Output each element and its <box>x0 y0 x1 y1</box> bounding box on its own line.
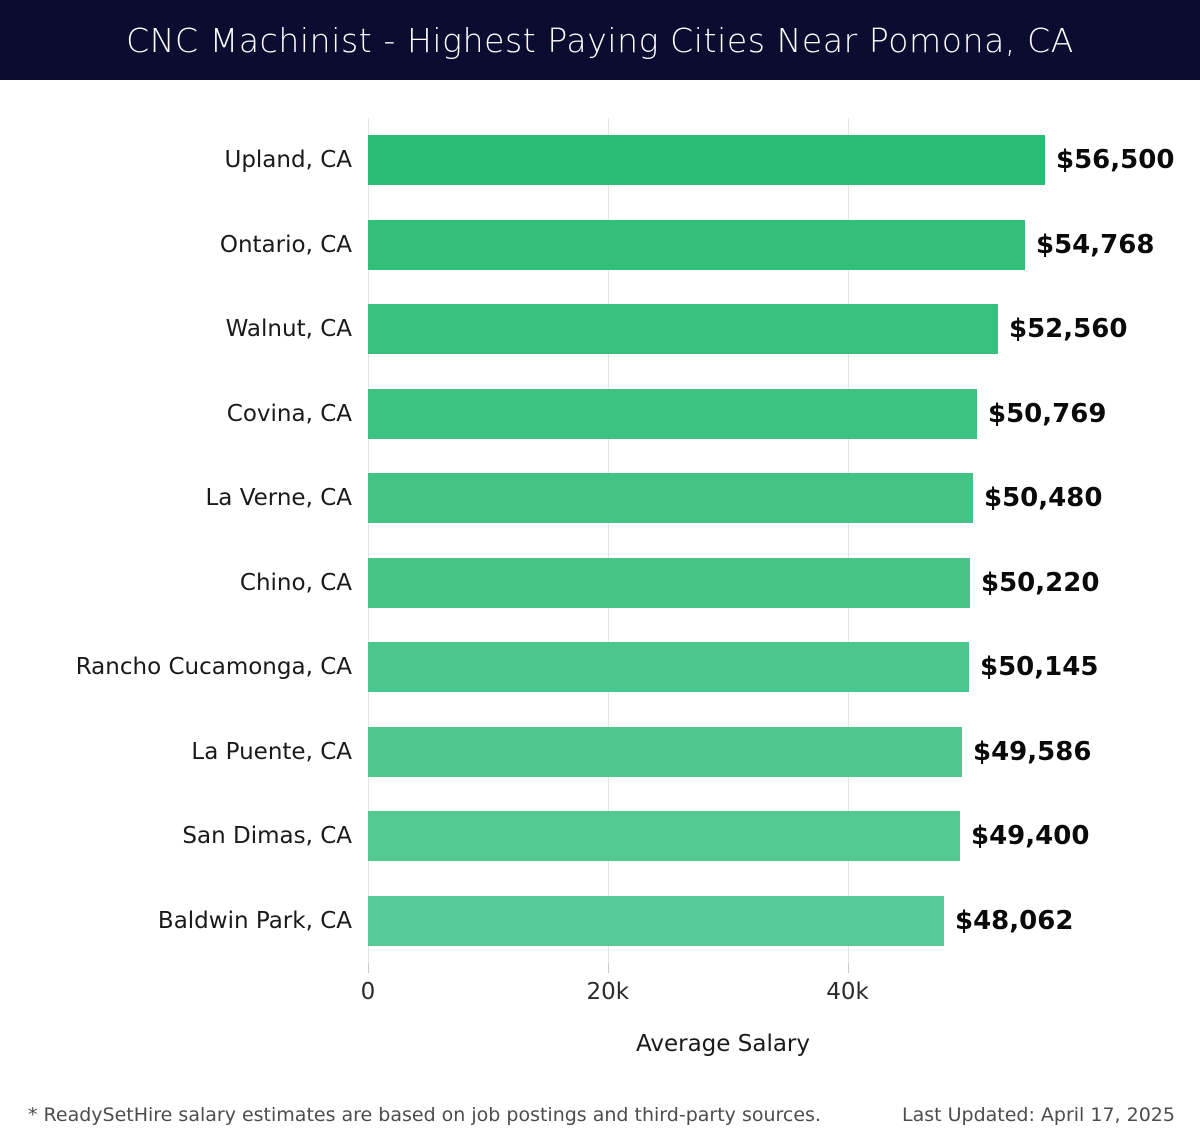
x-axis-tick-label: 40k <box>826 979 869 1005</box>
x-axis-tick-mark <box>847 963 849 973</box>
bar-value-label: $54,768 <box>1036 229 1155 260</box>
bar-label: Ontario, CA <box>219 231 352 258</box>
x-axis: 0 20k 40k <box>361 963 1078 1015</box>
bar-label: Rancho Cucamonga, CA <box>75 654 352 681</box>
bar-rows: Upland, CA $56,500 Ontario, CA $54,768 Walnu… <box>0 118 1200 963</box>
bar-label: San Dimas, CA <box>182 823 352 850</box>
bar-row: Ontario, CA $54,768 <box>0 203 1200 288</box>
bar <box>368 895 944 946</box>
x-axis-title: Average Salary <box>635 1031 810 1057</box>
bar-area: $49,586 <box>368 726 1200 777</box>
bar <box>368 219 1025 270</box>
bar-area: $49,400 <box>368 811 1200 862</box>
bar-label: La Puente, CA <box>191 738 352 765</box>
bar-label: La Verne, CA <box>205 485 352 512</box>
bar-value-label: $50,220 <box>981 567 1100 598</box>
bar-value-label: $49,586 <box>973 736 1092 767</box>
x-axis-tick-mark <box>607 963 609 973</box>
footer-note: * ReadySetHire salary estimates are base… <box>28 1104 821 1126</box>
bar <box>368 557 970 608</box>
bar <box>368 642 969 693</box>
bar-value-label: $50,145 <box>980 652 1099 683</box>
bar <box>368 811 960 862</box>
bar-label: Upland, CA <box>224 147 352 174</box>
bar <box>368 473 973 524</box>
bar-label: Baldwin Park, CA <box>157 907 352 934</box>
bar <box>368 726 962 777</box>
bar-area: $56,500 <box>368 135 1200 186</box>
x-axis-tick-label: 20k <box>586 979 630 1005</box>
footer: * ReadySetHire salary estimates are base… <box>0 1104 1200 1126</box>
bar-value-label: $50,769 <box>988 398 1107 429</box>
bar-row: Walnut, CA $52,560 <box>0 287 1200 372</box>
bar-row: La Puente, CA $49,586 <box>0 710 1200 795</box>
bar-row: La Verne, CA $50,480 <box>0 456 1200 541</box>
header-band: CNC Machinist - Highest Paying Cities Ne… <box>0 0 1200 80</box>
bar-area: $52,560 <box>368 304 1200 355</box>
bar-row: Chino, CA $50,220 <box>0 541 1200 626</box>
bar <box>368 304 998 355</box>
bar-row: San Dimas, CA $49,400 <box>0 794 1200 879</box>
bar-area: $48,062 <box>368 895 1200 946</box>
bar-row: Rancho Cucamonga, CA $50,145 <box>0 625 1200 710</box>
bar <box>368 135 1045 186</box>
bar-area: $50,769 <box>368 388 1200 439</box>
bar-area: $50,145 <box>368 642 1200 693</box>
bar-value-label: $52,560 <box>1009 314 1128 345</box>
x-axis-tick-mark <box>368 963 369 973</box>
bar-label: Covina, CA <box>226 400 352 427</box>
bar <box>368 388 977 439</box>
bar-value-label: $48,062 <box>955 905 1074 936</box>
bar-area: $50,220 <box>368 557 1200 608</box>
bar-chart: Upland, CA $56,500 Ontario, CA $54,768 Walnu… <box>0 118 1200 963</box>
bar-row: Upland, CA $56,500 <box>0 118 1200 203</box>
bar-area: $50,480 <box>368 473 1200 524</box>
bar-row: Baldwin Park, CA $48,062 <box>0 879 1200 964</box>
footer-last-updated: Last Updated: April 17, 2025 <box>901 1104 1175 1126</box>
bar-value-label: $56,500 <box>1056 145 1175 176</box>
bar-label: Walnut, CA <box>225 316 352 343</box>
bar-value-label: $50,480 <box>984 483 1103 514</box>
page-title: CNC Machinist - Highest Paying Cities Ne… <box>126 20 1074 60</box>
bar-value-label: $49,400 <box>971 821 1090 852</box>
x-axis-tick-label: 0 <box>360 979 376 1005</box>
bar-area: $54,768 <box>368 219 1200 270</box>
bar-label: Chino, CA <box>239 569 352 596</box>
bar-row: Covina, CA $50,769 <box>0 372 1200 457</box>
